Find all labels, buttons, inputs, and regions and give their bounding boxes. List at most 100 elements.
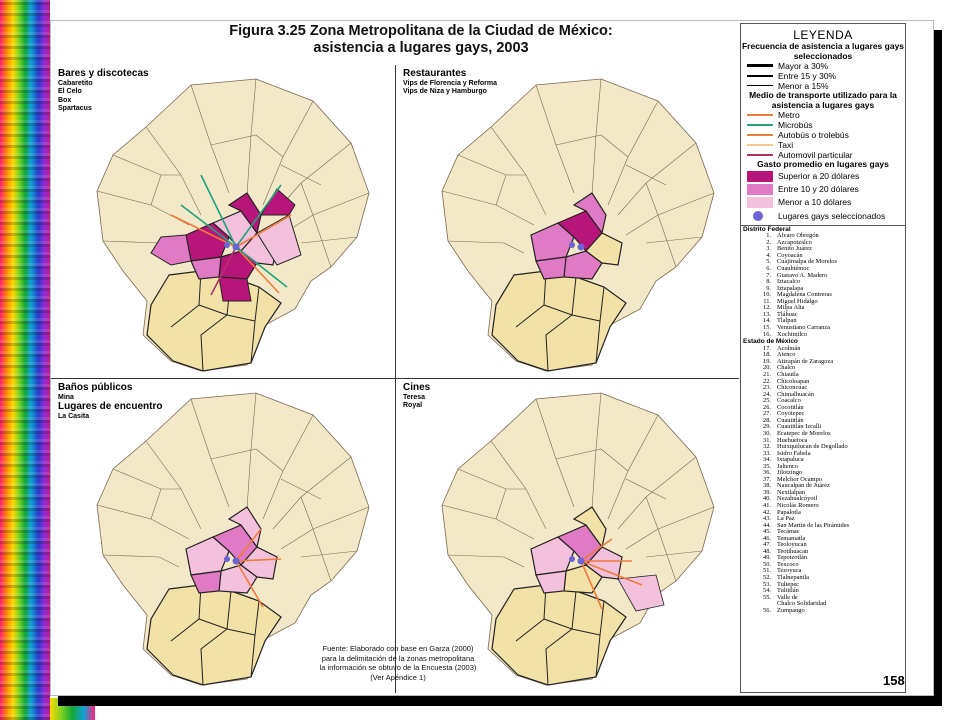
municipality-number: 32.	[763, 443, 771, 451]
municipality-number: 24.	[763, 390, 771, 398]
divider-horizontal	[51, 378, 739, 379]
municipality-item: 37. Melchor Ocampo	[741, 476, 905, 484]
place-name: El Celo	[58, 88, 82, 95]
municipality-item: 32. Huixquilucan de Degollado	[741, 443, 905, 451]
municipality-number: 8.	[766, 278, 771, 286]
municipality-item: 45. Tecámac	[741, 528, 905, 536]
municipality-name: Magdalena Contreras	[777, 291, 832, 299]
municipality-name: Teotihuacan	[777, 547, 809, 555]
municipality-item: 9. Iztapalapa	[741, 285, 905, 293]
municipality-item: 21. Chiautla	[741, 371, 905, 379]
municipality-item: 41. Nicolás Romero	[741, 502, 905, 510]
transport-flow-line	[235, 214, 292, 248]
municipality-name: Cocotitlán	[777, 403, 804, 411]
municipality-number: 3.	[766, 245, 771, 253]
municipality-border	[280, 164, 322, 186]
municipality-item: 40. Nezahualcóyotl	[741, 496, 905, 503]
municipality-item: 24. Chimalhuacán	[741, 390, 905, 399]
municipality-item: 43. La Paz	[741, 515, 905, 523]
municipality-border	[102, 554, 180, 568]
municipality-border	[495, 488, 526, 520]
rainbow-border	[0, 0, 50, 720]
color-swatch-icon	[747, 196, 773, 208]
municipality-name: Cuautitlán	[777, 416, 804, 424]
municipality-name: Iztacalco	[777, 278, 801, 286]
central-delegation	[227, 506, 262, 549]
municipality-name: Xochimilco	[777, 330, 808, 338]
municipality-border	[555, 134, 629, 158]
highlight-area	[150, 234, 192, 266]
figure-page: Figura 3.25 Zona Metropolitana de la Ciu…	[50, 20, 934, 696]
municipality-item: 50. Texcoco	[741, 560, 905, 569]
municipality-border	[591, 392, 602, 510]
thick-line-icon	[747, 64, 773, 67]
legend-transport-row: Autobús o trolebús	[741, 130, 905, 140]
delegation-border	[200, 590, 232, 686]
delegation-border	[250, 600, 260, 678]
edomex-heading: Estado de México	[743, 338, 798, 346]
central-delegation	[572, 506, 607, 549]
municipality-item: 6. Cuauhtémoc	[741, 265, 905, 273]
municipality-item: 16. Xochimilco	[741, 330, 905, 339]
municipality-name: Tepotzotlán	[777, 554, 808, 562]
municipality-item: 48. Teotihuacan	[741, 547, 905, 556]
municipality-item: 31. Huehuetoca	[741, 437, 905, 445]
municipality-item: 14. Tlalpan	[741, 318, 905, 325]
legend-label: Menor a 10 dólares	[778, 196, 852, 207]
legend-label: Metro	[778, 110, 800, 120]
municipality-name: Chalco	[777, 364, 796, 372]
municipality-name: Nextlalpan	[777, 488, 806, 496]
municipality-border	[645, 236, 703, 244]
transport-flow-line	[235, 528, 262, 562]
municipality-border	[645, 550, 703, 558]
delegation-border	[543, 618, 601, 636]
map-quadrant-cinemas: Cines Teresa Royal	[396, 379, 739, 691]
municipality-number: 14.	[763, 317, 771, 325]
municipality-name: Papalotla	[777, 508, 801, 516]
municipality-item: 18. Atenco	[741, 352, 905, 359]
transport-flow-line	[580, 538, 613, 562]
municipality-item: 54. Tultitlán	[741, 587, 905, 595]
municipality-item: 36. Jilotzingo	[741, 469, 905, 477]
transport-flow-line	[180, 204, 237, 248]
municipality-item: 28. Cuautitlán	[741, 416, 905, 425]
municipality-number: 10.	[763, 291, 771, 299]
transport-flow-line	[235, 560, 264, 608]
legend-label: Taxi	[778, 140, 794, 150]
place-name: La Casita	[58, 412, 90, 420]
municipality-name: Álvaro Obregón	[777, 232, 819, 240]
municipality-name: Tultepec	[777, 580, 800, 588]
transport-line-icon	[747, 154, 773, 156]
transport-flow-line	[170, 214, 237, 248]
municipality-item: 26. Cocotitlán	[741, 403, 905, 412]
place-name: Vips de Florencia y Reforma	[403, 79, 498, 87]
quadrant-heading: Restaurantes	[403, 68, 467, 79]
edomex-municipality-list: 17. Acolmán 18. Atenco 19. Atizapán de Zarago…	[741, 345, 905, 614]
municipality-border	[112, 154, 162, 176]
quadrant-heading: Cines	[403, 382, 431, 393]
municipality-name: Texcoco	[777, 560, 799, 568]
legend-label: Lugares gays seleccionados	[778, 210, 886, 221]
municipality-border	[447, 554, 525, 568]
df-heading: Distrito Federal	[743, 225, 791, 233]
municipality-name: Tecámac	[777, 528, 800, 536]
gay-place-marker	[569, 556, 575, 562]
municipality-item: 47. Teoloyucan	[741, 541, 905, 549]
municipality-name: Teoloyucan	[777, 541, 807, 549]
municipality-item: 33. Isidro Fabela	[741, 450, 905, 458]
municipality-item: 20. Chalco	[741, 365, 905, 372]
df-municipality-list: 1. Álvaro Obregón 2. Azcapotzalco 3. Benito J…	[741, 233, 905, 338]
legend-label: Menor a 15%	[778, 81, 829, 91]
quadrant-label-cinemas: Cines Teresa Royal	[403, 382, 431, 411]
source-line: para la delimitación de la zonas metropo…	[321, 653, 475, 663]
municipality-number: 27.	[763, 410, 771, 418]
map-bars	[96, 78, 370, 372]
municipality-name: Tláhuac	[777, 310, 798, 318]
gay-place-marker	[569, 242, 575, 248]
gay-place-marker	[232, 557, 240, 565]
map-restaurants	[441, 78, 715, 372]
legend-panel: LEYENDA Frecuencia de asistencia a lugar…	[740, 23, 906, 693]
municipality-border	[625, 164, 667, 186]
legend-spend-row: Superior a 20 dólares	[741, 170, 905, 183]
municipality-number: 5.	[766, 258, 771, 266]
